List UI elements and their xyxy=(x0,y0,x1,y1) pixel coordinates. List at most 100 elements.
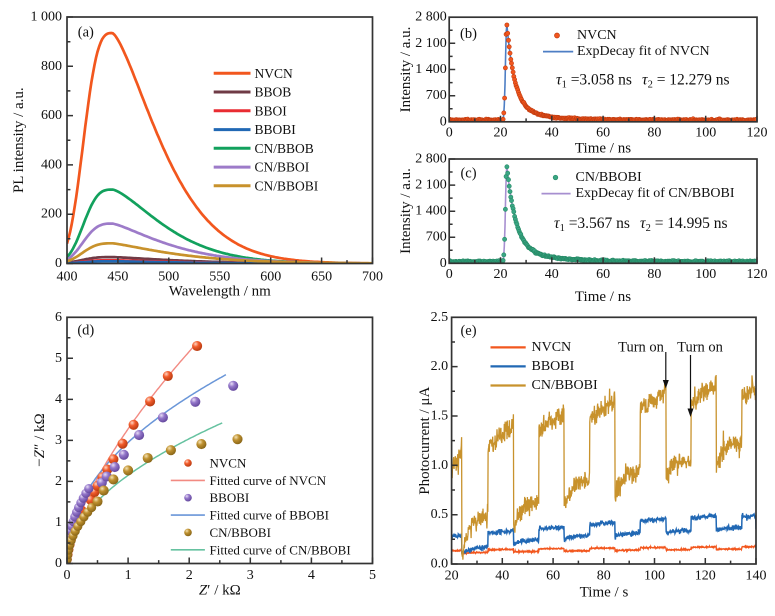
svg-text:Z′ / kΩ: Z′ / kΩ xyxy=(199,583,241,599)
svg-text:120: 120 xyxy=(747,125,768,140)
svg-text:1.5: 1.5 xyxy=(431,409,449,424)
svg-text:1 400: 1 400 xyxy=(415,62,447,77)
svg-text:Time / ns: Time / ns xyxy=(575,289,631,305)
svg-text:Wavelength / nm: Wavelength / nm xyxy=(169,284,271,300)
svg-text:τ2 = 12.279 ns: τ2 = 12.279 ns xyxy=(642,71,730,90)
svg-text:CN/BBOBI: CN/BBOBI xyxy=(532,378,598,393)
svg-text:600: 600 xyxy=(41,108,62,123)
svg-text:BBOBI: BBOBI xyxy=(532,359,575,374)
svg-text:Turn on: Turn on xyxy=(677,340,724,356)
svg-text:Fitted curve of NVCN: Fitted curve of NVCN xyxy=(210,473,327,488)
svg-text:3: 3 xyxy=(55,433,62,448)
svg-text:0.5: 0.5 xyxy=(431,507,449,522)
svg-text:1: 1 xyxy=(125,568,132,583)
svg-text:(e): (e) xyxy=(460,323,476,339)
svg-text:(a): (a) xyxy=(78,24,94,40)
svg-text:120: 120 xyxy=(747,267,768,282)
svg-text:1.0: 1.0 xyxy=(431,458,449,473)
svg-text:650: 650 xyxy=(311,270,332,285)
svg-text:Fitted curve of BBOBI: Fitted curve of BBOBI xyxy=(210,508,330,523)
svg-text:2: 2 xyxy=(186,568,193,583)
svg-text:2.5: 2.5 xyxy=(431,310,449,325)
svg-text:100: 100 xyxy=(695,267,716,282)
svg-text:550: 550 xyxy=(209,270,230,285)
svg-text:CN/BBOBI: CN/BBOBI xyxy=(576,170,642,185)
svg-text:CN/BBOI: CN/BBOI xyxy=(255,160,310,175)
svg-text:0: 0 xyxy=(64,568,71,583)
svg-text:ExpDecay fit of CN/BBOBI: ExpDecay fit of CN/BBOBI xyxy=(576,186,735,201)
svg-text:BBOB: BBOB xyxy=(255,85,292,100)
svg-text:80: 80 xyxy=(647,125,661,140)
svg-text:τ1 =3.567 ns: τ1 =3.567 ns xyxy=(554,215,630,234)
svg-text:Time / ns: Time / ns xyxy=(575,141,631,157)
svg-text:3: 3 xyxy=(247,568,254,583)
svg-text:(b): (b) xyxy=(460,26,477,42)
svg-text:5: 5 xyxy=(55,351,62,366)
svg-text:(d): (d) xyxy=(77,323,94,339)
svg-text:2 800: 2 800 xyxy=(415,10,447,25)
svg-text:450: 450 xyxy=(107,270,128,285)
svg-text:60: 60 xyxy=(596,267,610,282)
svg-text:400: 400 xyxy=(57,270,78,285)
svg-text:2: 2 xyxy=(55,474,62,489)
svg-text:0: 0 xyxy=(440,114,447,129)
svg-text:Turn on: Turn on xyxy=(618,340,665,356)
svg-text:700: 700 xyxy=(426,230,447,245)
svg-text:80: 80 xyxy=(647,267,661,282)
svg-text:0: 0 xyxy=(55,256,62,271)
svg-text:6: 6 xyxy=(55,310,62,325)
svg-text:20: 20 xyxy=(494,267,508,282)
svg-text:CN/BBOBI: CN/BBOBI xyxy=(210,525,271,540)
svg-text:1 000: 1 000 xyxy=(31,10,63,25)
svg-text:0.0: 0.0 xyxy=(431,557,449,572)
svg-text:40: 40 xyxy=(545,125,559,140)
svg-text:BBOI: BBOI xyxy=(255,103,288,118)
svg-text:700: 700 xyxy=(362,270,383,285)
svg-text:1: 1 xyxy=(55,515,62,530)
svg-text:BBOBI: BBOBI xyxy=(255,122,297,137)
svg-text:5: 5 xyxy=(369,568,376,583)
svg-text:600: 600 xyxy=(260,270,281,285)
svg-text:Photocurrent / μA: Photocurrent / μA xyxy=(417,387,433,495)
svg-text:200: 200 xyxy=(41,207,62,222)
svg-text:Fitted curve of CN/BBOBI: Fitted curve of CN/BBOBI xyxy=(210,542,351,557)
svg-text:2 100: 2 100 xyxy=(415,36,447,51)
svg-text:0: 0 xyxy=(55,556,62,571)
svg-text:1 400: 1 400 xyxy=(415,204,447,219)
svg-text:120: 120 xyxy=(695,569,716,584)
svg-text:0: 0 xyxy=(440,256,447,271)
svg-text:Time / s: Time / s xyxy=(580,584,629,600)
svg-text:400: 400 xyxy=(41,157,62,172)
svg-text:BBOBI: BBOBI xyxy=(210,490,250,505)
svg-text:−Z″ / kΩ: −Z″ / kΩ xyxy=(32,413,48,466)
svg-text:100: 100 xyxy=(644,569,665,584)
svg-text:500: 500 xyxy=(158,270,179,285)
svg-text:Intensity / a.u.: Intensity / a.u. xyxy=(398,168,414,254)
svg-text:20: 20 xyxy=(494,125,508,140)
svg-text:80: 80 xyxy=(597,569,611,584)
svg-text:2.0: 2.0 xyxy=(431,359,449,374)
svg-text:700: 700 xyxy=(426,88,447,103)
svg-text:140: 140 xyxy=(746,569,767,584)
svg-text:2 800: 2 800 xyxy=(415,152,447,167)
svg-text:0: 0 xyxy=(446,267,453,282)
svg-text:20: 20 xyxy=(445,569,459,584)
svg-text:CN/BBOB: CN/BBOB xyxy=(255,141,314,156)
svg-text:ExpDecay fit of NVCN: ExpDecay fit of NVCN xyxy=(577,44,710,59)
svg-text:100: 100 xyxy=(695,125,716,140)
svg-text:NVCN: NVCN xyxy=(255,66,294,81)
svg-text:4: 4 xyxy=(55,392,62,407)
svg-text:CN/BBOBI: CN/BBOBI xyxy=(255,178,319,193)
svg-text:τ1 =3.058 ns: τ1 =3.058 ns xyxy=(556,71,632,90)
svg-text:40: 40 xyxy=(545,267,559,282)
svg-text:40: 40 xyxy=(495,569,509,584)
svg-text:60: 60 xyxy=(546,569,560,584)
svg-text:NVCN: NVCN xyxy=(532,340,572,355)
svg-text:NVCN: NVCN xyxy=(210,456,247,471)
svg-text:NVCN: NVCN xyxy=(577,28,617,43)
svg-text:PL intensity / a.u.: PL intensity / a.u. xyxy=(11,87,27,193)
svg-text:800: 800 xyxy=(41,59,62,74)
svg-text:2 100: 2 100 xyxy=(415,178,447,193)
svg-text:(c): (c) xyxy=(460,166,476,182)
svg-text:4: 4 xyxy=(308,568,315,583)
